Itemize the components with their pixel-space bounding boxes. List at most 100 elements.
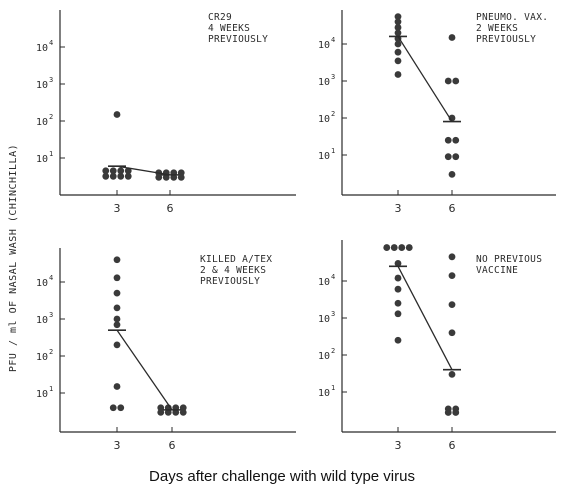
data-point [452,409,460,416]
y-tick-exponent: 3 [331,310,335,318]
mean-trend-line [397,36,453,122]
x-tick-label: 3 [114,202,121,215]
y-tick-exponent: 4 [331,36,335,44]
data-point [394,18,402,26]
y-tick-exponent: 2 [331,110,335,118]
data-point [448,253,456,261]
data-point [444,409,452,416]
data-point [394,29,402,37]
data-point [394,48,402,56]
data-point [394,71,402,78]
x-tick-label: 3 [395,439,402,452]
data-point [394,285,402,293]
data-point [394,57,402,65]
y-tick-label: 10 [318,151,330,162]
y-tick-label: 10 [318,277,330,288]
y-tick-exponent: 1 [49,385,53,393]
data-point [448,272,456,279]
data-point [102,167,110,175]
y-tick-exponent: 3 [49,311,53,319]
data-point [113,304,121,312]
panel-annotation: 2 WEEKS [476,23,518,34]
data-point [444,136,452,144]
y-tick-label: 10 [36,352,48,363]
data-point [113,341,121,349]
data-point [113,383,121,390]
mean-trend-line [116,165,171,176]
y-tick-exponent: 4 [331,273,335,281]
panel-annotation: CR29 [208,12,232,23]
panel-annotation: PREVIOUSLY [476,34,536,45]
panel-annotation: KILLED A/TEX [200,254,272,265]
data-point [394,310,402,318]
y-tick-label: 10 [318,77,330,88]
panel-annotation: NO PREVIOUS [476,254,542,265]
footer-caption: Days after challenge with wild type viru… [149,468,415,485]
y-tick-exponent: 2 [49,113,53,121]
panel-annotation: 4 WEEKS [208,23,250,34]
y-tick-label: 10 [36,154,48,165]
data-point [444,153,452,161]
data-point [383,244,391,251]
data-point [405,244,413,251]
data-point [117,404,125,412]
data-point [390,244,398,251]
data-point [102,172,110,180]
y-tick-exponent: 2 [49,348,53,356]
data-point [452,136,460,144]
data-point [177,173,185,181]
mean-trend-line [116,329,173,411]
data-point [113,315,121,323]
data-point [394,24,402,31]
data-point [113,321,121,329]
panel-annotation: PREVIOUSLY [208,34,268,45]
y-tick-label: 10 [36,80,48,91]
data-point [155,173,163,181]
data-point [448,34,456,41]
x-tick-label: 6 [449,202,456,215]
y-tick-label: 10 [318,114,330,125]
y-tick-label: 10 [36,315,48,326]
panel-annotation: 2 & 4 WEEKS [200,265,266,276]
data-point [448,329,456,337]
y-tick-label: 10 [36,278,48,289]
data-point [113,111,121,118]
data-point [452,77,460,85]
data-point [394,259,402,267]
data-point [394,13,402,21]
y-tick-label: 10 [36,117,48,128]
data-point [394,336,402,344]
data-point [394,274,402,282]
y-tick-exponent: 1 [49,150,53,158]
y-tick-label: 10 [36,389,48,400]
x-tick-label: 3 [395,202,402,215]
y-tick-label: 10 [318,314,330,325]
y-tick-exponent: 1 [331,147,335,155]
y-tick-exponent: 2 [331,347,335,355]
data-point [124,167,132,175]
y-tick-label: 10 [318,351,330,362]
y-tick-exponent: 3 [331,73,335,81]
y-tick-exponent: 4 [49,274,53,282]
y-tick-exponent: 3 [49,76,53,84]
data-point [113,274,121,282]
data-point [179,408,187,416]
x-tick-label: 6 [449,439,456,452]
y-tick-label: 10 [36,43,48,54]
data-point [113,289,121,297]
data-point [113,256,121,264]
data-point [109,404,117,412]
data-point [448,370,456,378]
data-point [157,408,165,416]
data-point [117,172,125,180]
data-point [109,167,117,175]
data-point [448,301,456,309]
data-point [117,167,125,175]
panel-annotation: VACCINE [476,265,518,276]
data-point [398,244,406,251]
y-tick-exponent: 4 [49,39,53,47]
data-point [394,40,402,48]
data-point [124,172,132,180]
panel-annotation: PNEUMO. VAX. [476,12,548,23]
